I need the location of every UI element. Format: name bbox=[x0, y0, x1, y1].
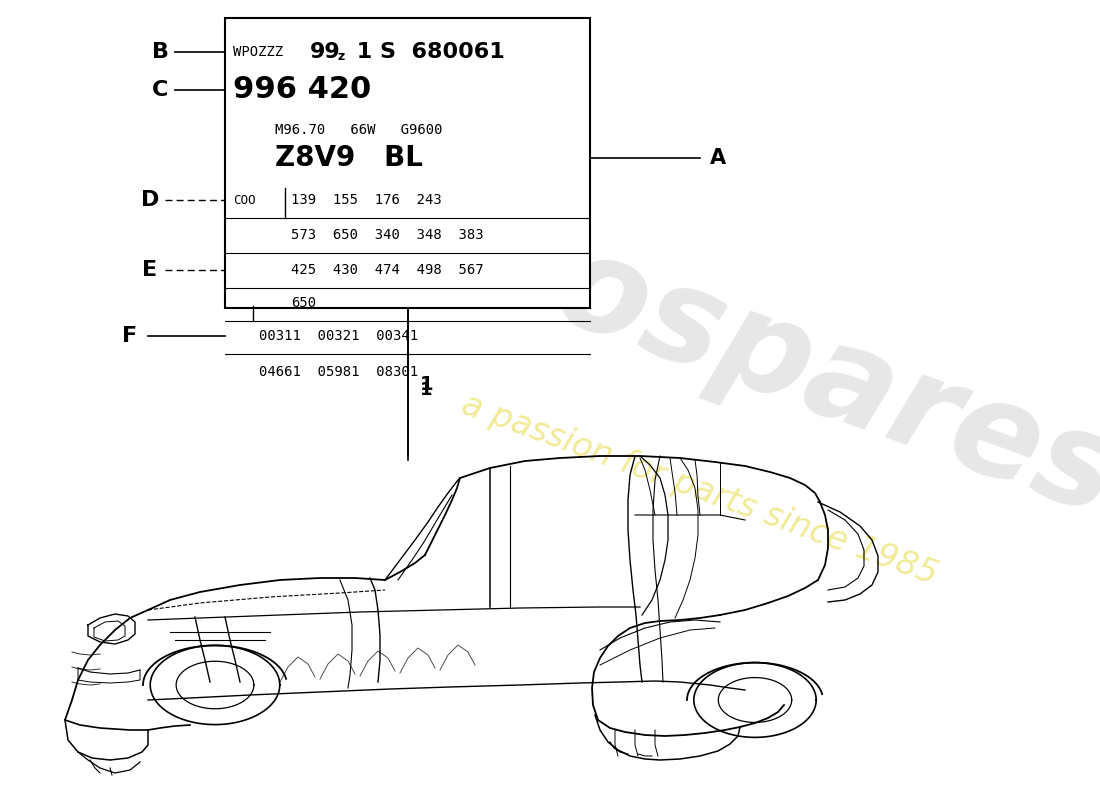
Bar bbox=[226, 18, 590, 308]
Text: 04661  05981  08301: 04661 05981 08301 bbox=[258, 365, 418, 379]
Text: 00311  00321  00341: 00311 00321 00341 bbox=[258, 329, 418, 343]
Text: 1: 1 bbox=[419, 375, 433, 394]
Text: 139  155  176  243: 139 155 176 243 bbox=[292, 193, 442, 207]
Text: C: C bbox=[152, 80, 168, 100]
Text: 1: 1 bbox=[419, 381, 432, 399]
Text: M96.70   66W   G9600: M96.70 66W G9600 bbox=[275, 123, 442, 137]
Text: E: E bbox=[142, 260, 157, 280]
Text: 573  650  340  348  383: 573 650 340 348 383 bbox=[292, 228, 484, 242]
Text: WPOZZZ: WPOZZZ bbox=[233, 45, 300, 59]
Text: 99: 99 bbox=[310, 42, 341, 62]
Text: A: A bbox=[710, 148, 726, 168]
Text: 996 420: 996 420 bbox=[233, 75, 372, 105]
Text: D: D bbox=[141, 190, 160, 210]
Text: F: F bbox=[122, 326, 138, 346]
Text: a passion for parts since 1985: a passion for parts since 1985 bbox=[458, 388, 943, 592]
Text: z: z bbox=[338, 50, 345, 63]
Text: COO: COO bbox=[233, 194, 255, 206]
Text: 650: 650 bbox=[292, 296, 316, 310]
Text: 425  430  474  498  567: 425 430 474 498 567 bbox=[292, 263, 484, 277]
Text: Z8V9   BL: Z8V9 BL bbox=[275, 144, 422, 172]
Text: eurospares: eurospares bbox=[306, 138, 1100, 542]
Text: B: B bbox=[152, 42, 168, 62]
Text: 1 S  680061: 1 S 680061 bbox=[349, 42, 505, 62]
